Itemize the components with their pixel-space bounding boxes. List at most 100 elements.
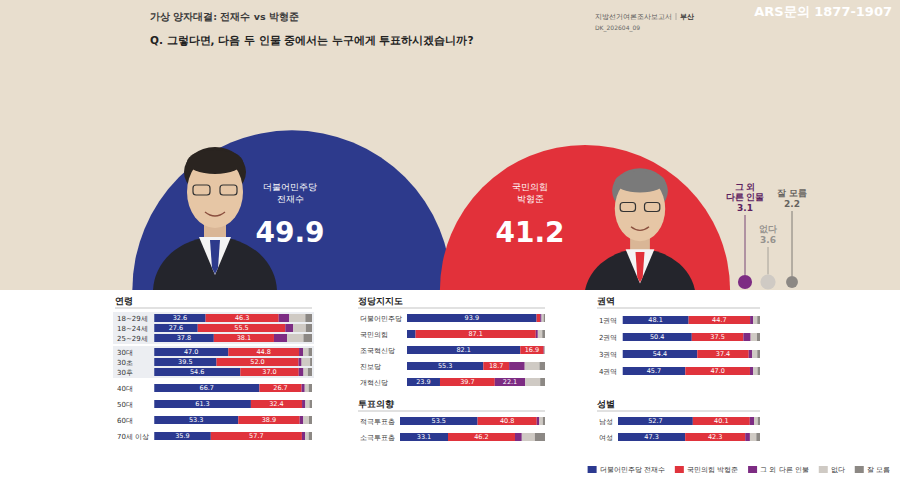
- data-label: 42.3: [708, 433, 722, 441]
- data-label: 57.7: [249, 432, 263, 440]
- bar-segment: [154, 334, 214, 342]
- bar-segment: [751, 333, 757, 341]
- panel-rule: [358, 308, 545, 309]
- option-value: 3.6: [760, 235, 776, 245]
- person-glasses: [620, 203, 635, 212]
- person-fringe: [615, 171, 665, 193]
- category-label: 18~24세: [117, 325, 148, 333]
- option-name: 다른 인물: [726, 192, 765, 202]
- option-name: 잘 모름: [777, 188, 807, 198]
- person-glasses: [645, 203, 660, 212]
- bar-segment: [752, 350, 757, 358]
- bar-segment: [407, 378, 440, 386]
- data-label: 55.3: [438, 362, 452, 370]
- bar-segment: [299, 358, 302, 366]
- bar-segment: [478, 417, 537, 425]
- bar-segment: [302, 384, 305, 392]
- bar-segment: [306, 324, 312, 332]
- bar-segment: [622, 367, 685, 375]
- bar-segment: [543, 417, 545, 425]
- bar-segment: [305, 432, 309, 440]
- category-label: 소극투표층: [360, 434, 395, 442]
- data-label: 54.4: [653, 350, 667, 358]
- bar-segment: [287, 334, 303, 342]
- bar-segment: [440, 378, 495, 386]
- bar-segment: [154, 432, 211, 440]
- group-background: [113, 312, 314, 344]
- option-value: 3.1: [737, 203, 753, 213]
- group-background: [113, 346, 314, 378]
- bars: [407, 314, 545, 386]
- person-shirt: [626, 249, 655, 283]
- bar-segment: [509, 362, 525, 370]
- data-label: 45.7: [647, 367, 661, 375]
- data-label: 46.2: [474, 433, 488, 441]
- bar-segment: [540, 378, 545, 386]
- bar-segment: [309, 432, 312, 440]
- bar-segment: [400, 433, 448, 441]
- bar-segment: [495, 378, 525, 386]
- person-suit: [584, 249, 696, 290]
- category-label: 1권역: [599, 317, 617, 325]
- data-label: 52.7: [648, 417, 662, 425]
- panel-title: 정당지지도: [358, 296, 403, 306]
- data-label: 37.4: [716, 350, 730, 358]
- panel-rule: [597, 411, 760, 412]
- data-label: 46.3: [235, 314, 249, 322]
- legend-swatch: [675, 466, 684, 473]
- panel-rule: [358, 411, 545, 412]
- legend-label: 더불어민주당 전재수: [600, 466, 665, 474]
- bar-segment: [407, 330, 416, 338]
- category-label: 30대: [117, 349, 133, 357]
- bar-segment: [544, 314, 545, 322]
- category-label: 개혁신당: [360, 379, 388, 387]
- data-label: 47.0: [710, 367, 724, 375]
- bar-segment: [302, 358, 311, 366]
- bar-segment: [522, 433, 535, 441]
- bar-segment: [536, 330, 538, 338]
- bar-segment: [303, 416, 309, 424]
- bar-segment: [618, 417, 693, 425]
- legend-label: 잘 모름: [867, 466, 890, 474]
- data-label: 40.1: [714, 417, 728, 425]
- report-region: 부산: [680, 13, 694, 21]
- data-label: 32.6: [173, 314, 187, 322]
- bar-segment: [538, 330, 542, 338]
- data-label: 18.7: [489, 362, 503, 370]
- person-fringe: [187, 150, 243, 174]
- bar-segment: [154, 348, 228, 356]
- bar-segment: [618, 433, 685, 441]
- bar-segment: [525, 362, 540, 370]
- candidate-value: 41.2: [495, 216, 564, 249]
- data-label: 33.1: [417, 433, 431, 441]
- report-code: DK_202604_09: [595, 24, 640, 32]
- bar-segment: [154, 368, 240, 376]
- bar-segment: [211, 432, 302, 440]
- bar-segment: [240, 368, 298, 376]
- bar-segment: [758, 367, 760, 375]
- bar-segment: [300, 416, 304, 424]
- category-label: 60대: [117, 417, 133, 425]
- bar-segment: [154, 324, 198, 332]
- data-label: 50.4: [650, 333, 664, 341]
- bar-segment: [622, 333, 691, 341]
- data-label: 44.7: [712, 316, 726, 324]
- bar-segment: [757, 316, 760, 324]
- person-mouth: [631, 227, 649, 231]
- data-label: 61.3: [195, 400, 209, 408]
- legend-label: 없다: [831, 466, 845, 474]
- data-label: 16.9: [525, 346, 539, 354]
- bar-segment: [622, 350, 697, 358]
- bar-segment: [154, 400, 251, 408]
- data-label: 38.9: [262, 416, 276, 424]
- bar-segment: [309, 400, 312, 408]
- contact: ARS문의 1877-1907: [754, 4, 892, 19]
- bar-segment: [750, 367, 753, 375]
- headline-marks: [132, 130, 798, 290]
- bar-segment: [289, 314, 305, 322]
- data-label: 39.5: [178, 358, 192, 366]
- bar-segment: [309, 384, 312, 392]
- data-label: 52.0: [250, 358, 264, 366]
- bars: [400, 417, 545, 441]
- option-circle: [760, 274, 775, 289]
